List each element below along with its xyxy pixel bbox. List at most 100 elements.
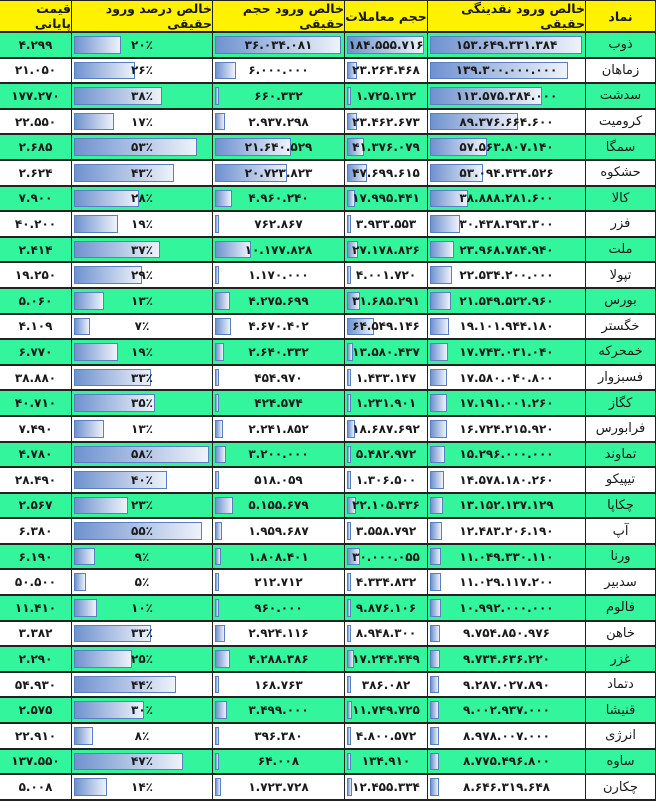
cell-value: ۴۰.۷۱۰ <box>14 396 57 411</box>
cell-symbol[interactable]: غزر <box>586 647 656 673</box>
cell-symbol[interactable]: فالوم <box>586 596 656 622</box>
data-bar <box>215 163 288 182</box>
cell-symbol[interactable]: تیپیکو <box>586 468 656 494</box>
cell-value: ۸.۶۴۶.۳۱۹.۶۴۸ <box>463 780 550 795</box>
data-bar <box>430 445 446 464</box>
cell-value: ۱۶.۷۲۴.۲۱۵.۹۲۰ <box>459 421 554 436</box>
data-bar <box>347 701 352 720</box>
cell-symbol[interactable]: فزر <box>586 212 656 238</box>
cell-net-real-volume: ۲.۲۴۱.۸۵۲ <box>213 416 345 443</box>
cell-value: ورنا <box>610 549 631 565</box>
cell-value: ۲۲.۵۵۰ <box>14 114 57 129</box>
cell-value: ۱۲.۴۸۳.۲۰۶.۱۹۰ <box>459 524 554 539</box>
cell-symbol[interactable]: فسبزوار <box>586 365 656 392</box>
cell-symbol[interactable]: تپولا <box>586 263 656 289</box>
cell-net-real-percent: ۹٪ <box>72 544 213 571</box>
header-trade-volume[interactable]: حجم معاملات <box>345 1 428 33</box>
cell-net-real-liquidity: ۱۱.۰۲۹.۱۱۷.۲۰۰ <box>428 570 586 597</box>
cell-value: ۲۶٪ <box>131 63 153 78</box>
cell-symbol[interactable]: دتماد <box>586 672 656 699</box>
cell-value: ۶.۰۰۰.۰۰۰ <box>248 63 309 78</box>
cell-closing-price: ۶.۳۸۰ <box>0 519 72 545</box>
data-bar <box>74 215 119 233</box>
cell-value: ۲.۶۸۵ <box>18 140 53 155</box>
cell-net-real-percent: ۴۴٪ <box>72 672 213 699</box>
cell-value: ۸۹.۳۷۶.۶۶۴.۶۰۰ <box>459 114 554 129</box>
data-bar <box>74 87 163 105</box>
cell-net-real-liquidity: ۱۳.۱۵۲.۱۳۷.۱۲۹ <box>428 493 586 520</box>
cell-net-real-volume: ۴.۹۶۰.۲۴۰ <box>213 186 345 213</box>
data-bar <box>74 291 105 310</box>
cell-value: ۲۰.۷۲۳.۸۲۳ <box>244 165 313 180</box>
cell-net-real-volume: ۲.۶۴۰.۳۳۲ <box>213 340 345 366</box>
data-bar <box>347 675 351 694</box>
cell-value: فسبزوار <box>597 370 644 386</box>
cell-net-real-volume: ۴۵۴.۹۷۰ <box>213 365 345 392</box>
cell-trade-volume: ۴.۸۰۰.۵۷۲ <box>345 724 428 750</box>
cell-symbol[interactable]: انرژی <box>586 724 656 750</box>
cell-net-real-percent: ۴۰٪ <box>72 468 213 494</box>
cell-value: ۱۷.۱۹۱.۰۰۱.۲۶۰ <box>459 396 554 411</box>
cell-symbol[interactable]: آپ <box>586 519 656 545</box>
cell-symbol[interactable]: بورس <box>586 288 656 315</box>
cell-symbol[interactable]: خمحرکه <box>586 340 656 366</box>
cell-symbol[interactable]: کالا <box>586 186 656 213</box>
cell-symbol[interactable]: ورنا <box>586 544 656 571</box>
cell-closing-price: ۴۰.۷۱۰ <box>0 391 72 417</box>
cell-trade-volume: ۱۱.۷۴۹.۷۲۵ <box>345 698 428 725</box>
cell-value: ۱.۱۷۰.۰۰۰ <box>248 268 309 283</box>
cell-trade-volume: ۴.۰۰۱.۷۲۰ <box>345 263 428 289</box>
cell-symbol[interactable]: تماوند <box>586 442 656 469</box>
header-net-real-percent[interactable]: خالص درصد ورود حقیقی <box>72 1 213 33</box>
cell-net-real-volume: ۲۱۲.۷۱۲ <box>213 570 345 597</box>
data-bar <box>74 189 140 208</box>
cell-trade-volume: ۲۳.۴۶۲.۶۷۳ <box>345 109 428 136</box>
data-bar <box>74 599 98 617</box>
cell-value: ۲۸٪ <box>131 191 153 206</box>
data-bar <box>347 317 374 336</box>
cell-symbol[interactable]: فرابورس <box>586 416 656 443</box>
cell-closing-price: ۴.۱۰۹ <box>0 314 72 341</box>
cell-value: کگاز <box>608 395 633 411</box>
header-net-real-liquidity[interactable]: خالص ورود نقدینگی حقیقی <box>428 1 586 33</box>
cell-net-real-volume: ۲۰.۷۲۳.۸۲۳ <box>213 160 345 187</box>
cell-net-real-percent: ۵۳٪ <box>72 135 213 161</box>
cell-net-real-percent: ۴۳٪ <box>72 160 213 187</box>
cell-net-real-liquidity: ۸.۹۷۸.۰۰۷.۰۰۰ <box>428 724 586 750</box>
cell-symbol[interactable]: کگاز <box>586 391 656 417</box>
cell-symbol[interactable]: زماهان <box>586 58 656 85</box>
cell-symbol[interactable]: ملت <box>586 237 656 264</box>
cell-symbol[interactable]: ذوب <box>586 33 656 59</box>
header-symbol[interactable]: نماد <box>586 1 656 33</box>
cell-symbol[interactable]: چکارن <box>586 775 656 801</box>
cell-symbol[interactable]: سمگا <box>586 135 656 161</box>
cell-symbol[interactable]: حشکوه <box>586 160 656 187</box>
cell-value: ۴.۱۰۹ <box>18 319 53 334</box>
cell-trade-volume: ۲۳.۲۶۴.۴۶۸ <box>345 58 428 85</box>
cell-value: ذوب <box>608 37 633 53</box>
cell-net-real-liquidity: ۱۱.۰۴۹.۳۳۰.۱۱۰ <box>428 544 586 571</box>
cell-net-real-percent: ۲۹٪ <box>72 263 213 289</box>
cell-symbol[interactable]: کرومیت <box>586 109 656 136</box>
cell-value: فزر <box>610 216 631 232</box>
cell-symbol[interactable]: خاهن <box>586 621 656 648</box>
cell-net-real-liquidity: ۱۲.۴۸۳.۲۰۶.۱۹۰ <box>428 519 586 545</box>
cell-symbol[interactable]: ساوه <box>586 749 656 776</box>
data-bar <box>430 189 469 208</box>
header-net-real-volume[interactable]: خالص ورود حجم حقیقی <box>213 1 345 33</box>
cell-value: ۱۹.۲۵۰ <box>14 268 57 283</box>
header-closing-price[interactable]: قیمت پایانی <box>0 1 72 33</box>
cell-net-real-percent: ۷٪ <box>72 314 213 341</box>
cell-symbol[interactable]: سدبیر <box>586 570 656 597</box>
cell-net-real-percent: ۲۰٪ <box>72 33 213 59</box>
cell-symbol[interactable]: سدشت <box>586 84 656 110</box>
data-bar <box>430 240 454 259</box>
cell-value: ۲۱.۵۴۹.۵۲۲.۹۶۰ <box>459 293 554 308</box>
cell-symbol[interactable]: خگستر <box>586 314 656 341</box>
cell-symbol[interactable]: قنیشا <box>586 698 656 725</box>
data-bar <box>430 675 440 694</box>
cell-symbol[interactable]: چکاپا <box>586 493 656 520</box>
data-bar <box>347 547 360 566</box>
cell-net-real-volume: ۱.۷۲۳.۷۲۸ <box>213 775 345 801</box>
